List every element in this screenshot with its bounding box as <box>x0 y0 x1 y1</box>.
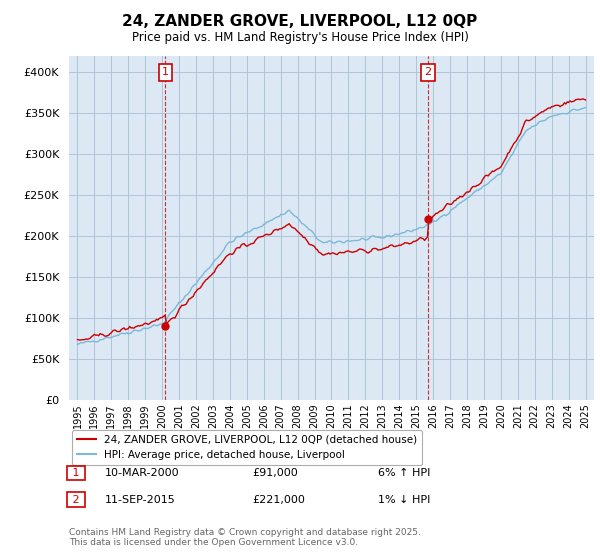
Text: 6% ↑ HPI: 6% ↑ HPI <box>378 468 430 478</box>
Text: £91,000: £91,000 <box>252 468 298 478</box>
Text: 10-MAR-2000: 10-MAR-2000 <box>105 468 179 478</box>
Text: 2: 2 <box>424 67 431 77</box>
Text: 1% ↓ HPI: 1% ↓ HPI <box>378 494 430 505</box>
Text: 1: 1 <box>162 67 169 77</box>
Legend: 24, ZANDER GROVE, LIVERPOOL, L12 0QP (detached house), HPI: Average price, detac: 24, ZANDER GROVE, LIVERPOOL, L12 0QP (de… <box>71 430 422 465</box>
Text: £221,000: £221,000 <box>252 494 305 505</box>
Text: 1: 1 <box>69 468 83 478</box>
Text: 11-SEP-2015: 11-SEP-2015 <box>105 494 176 505</box>
Text: 2: 2 <box>69 494 83 505</box>
Text: Price paid vs. HM Land Registry's House Price Index (HPI): Price paid vs. HM Land Registry's House … <box>131 31 469 44</box>
Text: 24, ZANDER GROVE, LIVERPOOL, L12 0QP: 24, ZANDER GROVE, LIVERPOOL, L12 0QP <box>122 14 478 29</box>
Text: Contains HM Land Registry data © Crown copyright and database right 2025.
This d: Contains HM Land Registry data © Crown c… <box>69 528 421 547</box>
